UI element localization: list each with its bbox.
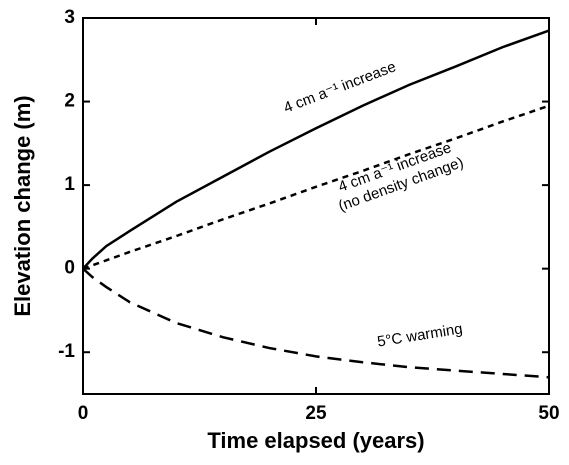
y-tick-label: 1 xyxy=(64,174,75,195)
x-tick-label: 50 xyxy=(538,403,559,424)
annotation-text: 5°C warming xyxy=(376,320,464,350)
y-tick-label: 0 xyxy=(64,258,75,279)
annotation-text: 4 cm a⁻¹ increase xyxy=(281,58,398,116)
y-tick-label: -1 xyxy=(58,341,75,362)
annotation: 4 cm a⁻¹ increase xyxy=(281,58,398,116)
line xyxy=(82,104,550,270)
x-tick-label: 0 xyxy=(78,403,89,424)
line xyxy=(82,29,550,270)
line xyxy=(82,267,550,379)
y-tick-label: 3 xyxy=(64,7,75,28)
x-tick-label: 25 xyxy=(305,403,327,424)
annotation: 4 cm a⁻¹ increase(no density change) xyxy=(336,139,466,215)
y-tick-label: 2 xyxy=(64,91,75,112)
y-axis-title: Elevation change (m) xyxy=(10,95,35,316)
annotation: 5°C warming xyxy=(376,320,464,350)
x-axis-title: Time elapsed (years) xyxy=(207,428,424,453)
plot-frame xyxy=(82,17,550,395)
